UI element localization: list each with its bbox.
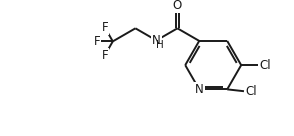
Text: F: F — [101, 49, 108, 62]
Text: O: O — [173, 0, 182, 12]
Text: N: N — [195, 83, 203, 96]
Text: Cl: Cl — [260, 59, 271, 72]
Text: F: F — [101, 21, 108, 34]
Text: Cl: Cl — [246, 85, 258, 98]
Text: N: N — [152, 34, 161, 47]
Text: F: F — [94, 35, 100, 48]
Text: H: H — [156, 40, 164, 50]
